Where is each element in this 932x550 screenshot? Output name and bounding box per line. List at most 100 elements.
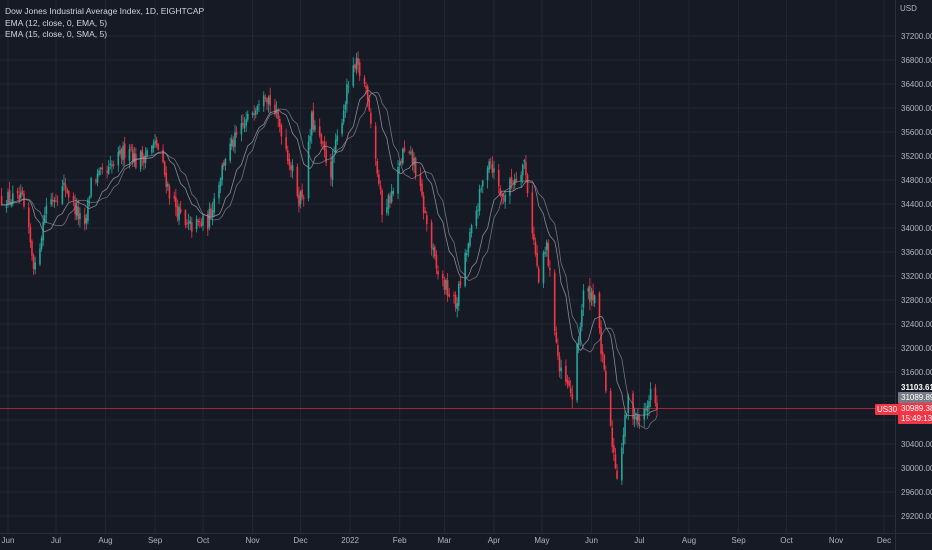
x-tick-label: Nov [245,536,259,545]
candle-body [437,270,439,275]
candle-body [242,122,244,126]
x-tick-label: Jul [634,536,644,545]
candle-body [146,150,148,157]
candle-body [478,188,481,212]
candle-body [443,279,446,291]
candle-body [7,191,9,206]
candle-body [411,150,414,163]
candle-body [627,395,630,413]
candle-body [611,427,614,448]
candle-body [256,106,259,111]
candle-body [11,193,14,204]
candle-body [243,124,246,128]
candle-body [43,215,46,223]
candle-body [246,114,249,120]
candle-body [167,183,169,187]
candle-body [334,139,337,153]
candle-body [648,401,650,408]
candle-body [456,303,458,309]
candle-body [61,186,64,204]
candle-body [525,162,527,176]
candle-body [18,194,20,201]
candle-body [346,84,348,105]
candle-body [291,165,294,172]
candle-body [309,135,311,142]
candle-body [189,220,192,224]
x-tick-label: Feb [393,536,407,545]
candle-body [139,151,142,170]
candle-body [98,170,100,175]
y-tick-label: 36400.00 [901,80,932,89]
candle-body [95,180,97,182]
candle-body [109,163,112,166]
candle-body [135,153,137,168]
candle-body [144,155,147,163]
y-tick-label: 36000.00 [901,104,932,113]
candle-body [253,113,255,115]
y-tick-label: 29600.00 [901,488,932,497]
candle-body [446,280,449,296]
candle-body [426,215,428,224]
y-tick-label: 36800.00 [901,56,932,65]
x-tick-label: Oct [197,536,210,545]
candle-body [459,281,462,286]
candle-body [307,141,310,199]
candle-body [510,177,513,184]
candle-body [569,388,572,394]
x-tick-label: Aug [682,536,696,545]
candle-body [464,252,466,287]
candle-body [344,104,347,110]
candle-body [397,167,399,194]
candle-body [130,147,132,149]
candle-body [638,415,641,422]
candle-body [413,157,415,166]
candle-body [117,151,120,166]
candle-body [410,152,412,154]
candle-body [23,193,25,207]
candle-body [107,166,110,174]
candle-body [133,153,136,163]
candle-body [365,85,367,89]
candle-body [421,183,423,196]
candle-body [310,112,313,136]
candle-body [624,415,626,437]
candle-body [155,139,158,146]
candle-body [278,118,281,127]
candle-body [151,145,153,153]
candle-body [264,97,267,99]
candle-body [537,268,540,283]
candle-body [504,194,506,202]
candle-body [526,174,529,194]
legend-title: Dow Jones Industrial Average Index, 1D, … [5,6,205,16]
candle-body [21,190,24,194]
candle-body [381,190,383,216]
candle-body [392,191,395,194]
x-tick-label: Jul [51,536,61,545]
y-tick-label: 29200.00 [901,512,932,521]
x-tick-label: Sep [731,536,746,545]
candle-body [322,141,324,143]
candle-body [497,169,500,187]
candle-body [286,150,289,161]
candle-body [83,214,86,225]
candle-body [649,388,652,401]
candle-body [302,197,305,199]
candle-body [352,65,355,86]
candle-body [486,168,489,181]
candle-body [143,156,145,163]
candle-body [211,210,214,218]
candle-body [577,338,580,345]
y-tick-label: 30400.00 [901,440,932,449]
candle-body [376,160,379,174]
y-tick-label: 32000.00 [901,344,932,353]
candle-body [616,470,618,479]
candle-body [229,143,231,161]
candle-body [51,199,54,202]
candle-body [213,198,216,213]
candle-body [298,194,300,207]
x-tick-label: Nov [829,536,843,545]
candle-body [296,166,299,196]
x-tick-label: Mar [438,536,452,545]
